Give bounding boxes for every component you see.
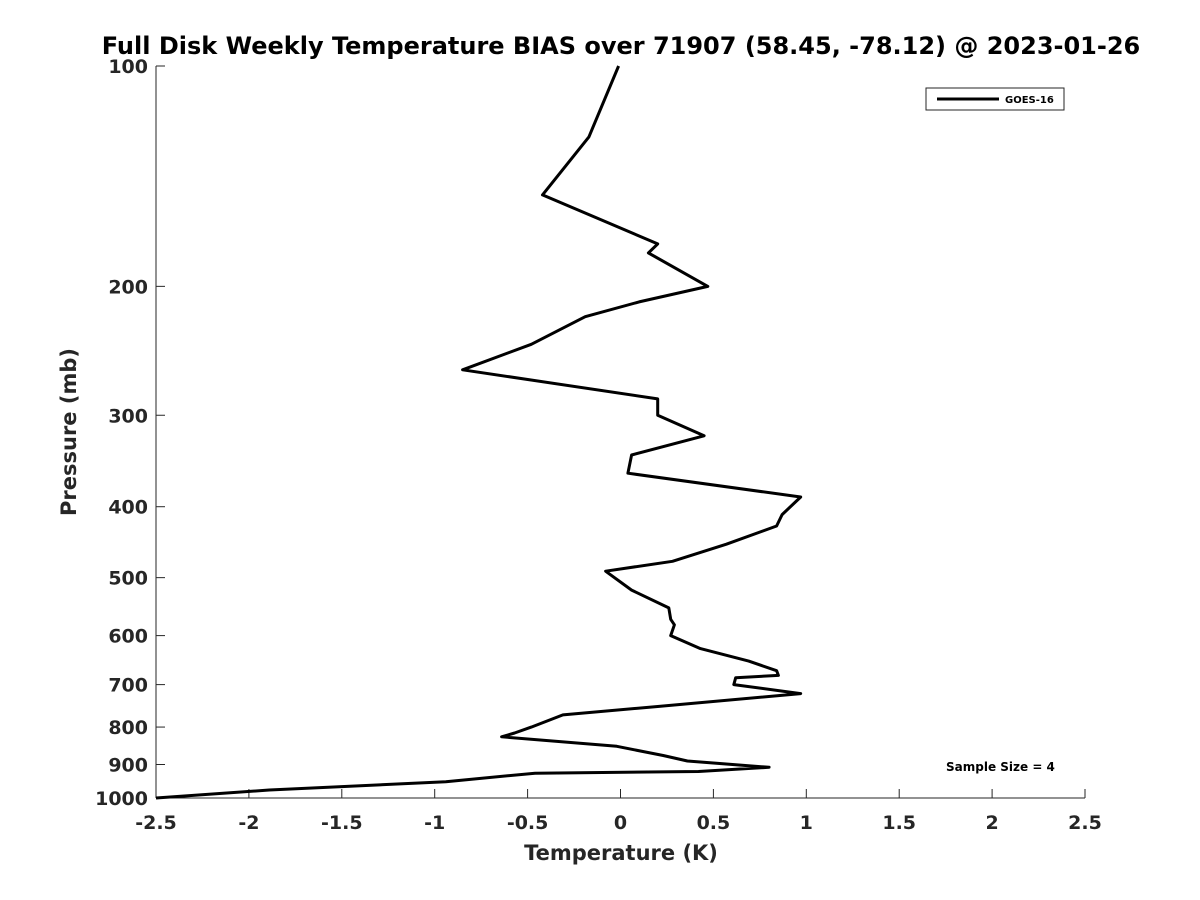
legend-label-goes-16: GOES-16 [1005,95,1054,106]
legend: GOES-16 [925,87,1065,111]
y-tick-label: 700 [108,675,148,697]
x-tick-label: 0 [614,812,627,834]
plot-axes [155,66,1085,799]
series-line-goes-16 [155,65,803,800]
y-ticks: 100 200 300 400 500 600 700 800 900 1000 [95,56,165,810]
x-ticks: -2.5 -2 -1.5 -1 -0.5 0 0.5 1 1.5 2 2.5 [135,789,1102,834]
x-tick-label: -2.5 [135,812,177,834]
y-tick-label: 200 [108,276,148,298]
y-tick-label: 800 [108,717,148,739]
chart-title: Full Disk Weekly Temperature BIAS over 7… [102,32,1141,60]
x-tick-label: -1.5 [321,812,363,834]
x-tick-label: 2 [985,812,998,834]
series-layer [155,65,803,800]
y-axis-label: Pressure (mb) [57,348,81,516]
y-tick-label: 300 [108,405,148,427]
y-tick-label: 400 [108,497,148,519]
x-tick-label: -2 [238,812,259,834]
y-tick-label: 600 [108,626,148,648]
y-tick-label: 500 [108,568,148,590]
x-tick-label: -0.5 [507,812,549,834]
x-tick-label: 0.5 [697,812,731,834]
x-tick-label: 1 [800,812,813,834]
x-axis-label: Temperature (K) [524,841,718,865]
y-tick-label: 900 [108,755,148,777]
sample-size-annotation: Sample Size = 4 [946,760,1055,774]
x-tick-label: -1 [424,812,445,834]
y-tick-label: 1000 [95,788,148,810]
y-tick-label: 100 [108,56,148,78]
x-tick-label: 2.5 [1068,812,1102,834]
x-tick-label: 1.5 [882,812,916,834]
